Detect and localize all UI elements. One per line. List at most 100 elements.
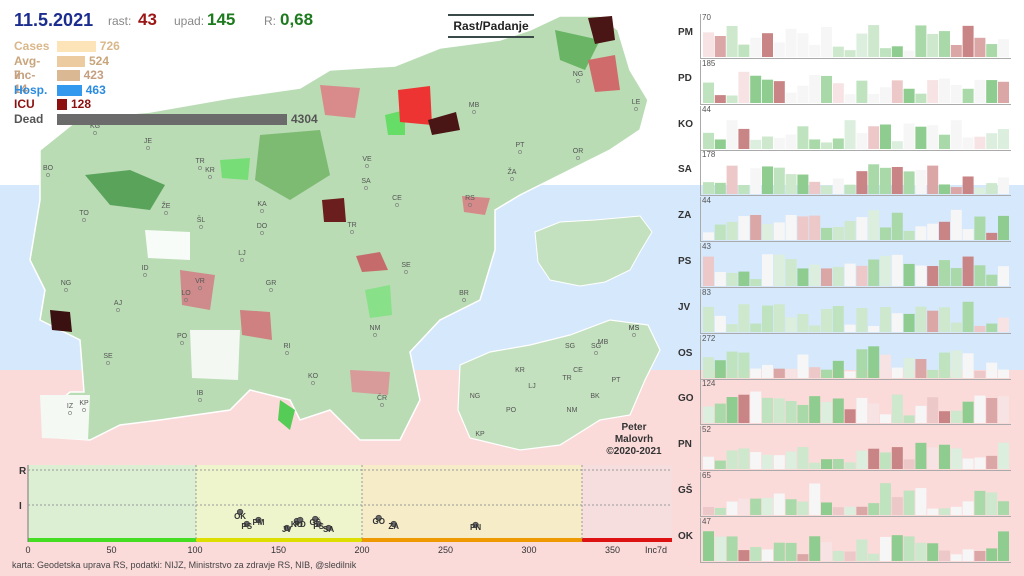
sparkline-bar (762, 549, 773, 561)
sparkline-bar (880, 354, 891, 378)
sparkline-bar (773, 542, 785, 561)
region-code: OK (678, 530, 693, 542)
sparkline-frame (700, 334, 1011, 380)
sparkline-row-za: ZA 44 (678, 196, 1014, 243)
sparkline-bar (750, 323, 762, 332)
scatter-point (472, 521, 479, 529)
scatter-y-label-r: R (19, 466, 27, 477)
sparkline-bar (773, 304, 785, 332)
sparkline-bar (821, 26, 832, 57)
sparkline-bar (950, 506, 962, 515)
scatter-point (283, 524, 290, 532)
sparkline-bar (986, 323, 998, 332)
sparkline-bar (821, 308, 832, 332)
metric-label: ICU (14, 97, 35, 112)
sparkline-bars (703, 210, 1009, 241)
sparkline-bar (903, 415, 915, 424)
region-dark-brown (588, 16, 615, 44)
map-label: JE (144, 138, 153, 145)
sparkline-bar (880, 255, 891, 286)
sparkline-bar (903, 171, 915, 195)
region-bright-green (365, 285, 392, 318)
sparkline-bar (868, 448, 880, 470)
sparkline-bar (785, 92, 797, 103)
sparkline-bar (962, 176, 974, 195)
date-label: 11.5.2021 (14, 10, 94, 30)
scatter-point (375, 514, 382, 522)
map-label: MB (469, 102, 480, 109)
sparkline-bar (809, 366, 821, 378)
map-label: VR (195, 278, 205, 285)
sparkline-bar (927, 165, 939, 195)
region-light-red (180, 270, 215, 310)
sparkline-bar (868, 503, 880, 515)
map-marker (364, 186, 368, 190)
sparkline-bar (809, 74, 821, 103)
scatter-point-label: GŠ (309, 518, 321, 527)
sparkline-bar (891, 80, 903, 103)
sparkline-bar (821, 459, 832, 470)
sparkline-bar (939, 221, 950, 241)
sparkline-bars (703, 164, 1009, 195)
sparkline-bar (714, 507, 726, 515)
sparkline-bar (821, 75, 832, 103)
sparkline-bar (868, 345, 880, 378)
sparkline-bar (773, 80, 785, 103)
scatter-point-label: PS (241, 522, 252, 531)
sparkline-bar (868, 25, 880, 57)
region-dark-brown (50, 310, 72, 332)
sparkline-bar (726, 272, 738, 286)
rast-padanje-toggle[interactable]: Rast/Padanje (448, 14, 534, 38)
sparkline-bar (927, 447, 939, 470)
sparkline-bar (868, 553, 880, 561)
sparkline-bar (927, 508, 939, 515)
sparkline-bar (714, 183, 726, 195)
map-label: SG (591, 343, 601, 350)
sparkline-bar (891, 394, 903, 424)
scatter-point (315, 520, 322, 528)
sparkline-bar (891, 254, 903, 286)
sparkline-row-ps: PS 43 (678, 242, 1014, 288)
scatter-x-tick: 50 (106, 545, 116, 555)
sparkline-bar (986, 492, 998, 515)
sparkline-bar (844, 462, 856, 470)
sparkline-bar (785, 368, 797, 378)
sparkline-bar (703, 406, 714, 424)
sparkline-bar (750, 279, 762, 286)
sparkline-bar (738, 498, 750, 515)
sparkline-bar (821, 185, 832, 195)
sparkline-bar (950, 187, 962, 195)
sparkline-bar (856, 348, 868, 378)
region-code: ZA (678, 210, 692, 222)
sparkline-bar (950, 411, 962, 424)
sparkline-bar (856, 217, 868, 241)
sparkline-bar (986, 456, 998, 470)
sparkline-bar (714, 315, 726, 332)
map-label: ŽA (508, 167, 517, 176)
map-marker (373, 333, 377, 337)
map-label: PT (516, 142, 526, 149)
sparkline-bar (762, 497, 773, 515)
scatter-x-tick: 300 (521, 545, 536, 555)
sparkline-bar (703, 306, 714, 332)
map-marker (472, 110, 476, 114)
map-marker (350, 230, 354, 234)
scatter-point-label: PD (295, 520, 306, 529)
region-light-red (588, 55, 620, 92)
sparkline-bar (785, 401, 797, 424)
sparkline-bar (891, 534, 903, 561)
region-code: JV (678, 301, 691, 313)
sparkline-bar (821, 369, 832, 378)
map-marker (64, 288, 68, 292)
sparkline-row-os: OS 272 (678, 334, 1014, 380)
map-marker (93, 131, 97, 135)
sparkline-bar (726, 397, 738, 424)
region-max: 83 (702, 287, 711, 297)
scatter-y-label-i: I (19, 501, 22, 512)
sparkline-bar (738, 448, 750, 470)
sparkline-bar (785, 317, 797, 332)
sparkline-bar (880, 414, 891, 424)
sparkline-bar (762, 305, 773, 332)
map-marker (285, 351, 289, 355)
upad-value: 145 (207, 10, 236, 29)
